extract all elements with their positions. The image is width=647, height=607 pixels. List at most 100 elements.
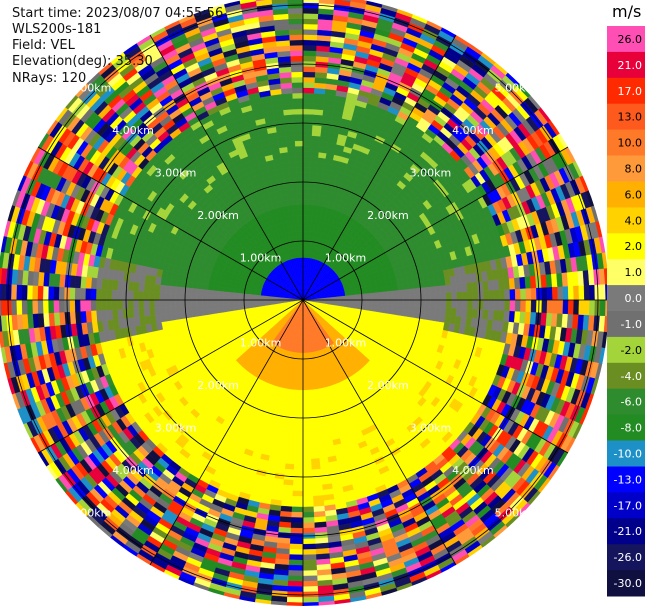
radar-gate bbox=[296, 172, 304, 179]
radar-gate bbox=[228, 295, 235, 301]
radar-gate bbox=[289, 50, 304, 57]
radar-gate bbox=[302, 82, 315, 89]
radar-gate bbox=[196, 294, 203, 301]
radar-gate bbox=[0, 299, 7, 317]
radar-gate bbox=[551, 286, 559, 301]
radar-gate bbox=[95, 299, 102, 312]
radar-gate bbox=[148, 307, 156, 317]
radar-gate bbox=[302, 151, 312, 158]
radar-gate bbox=[106, 309, 114, 321]
radar-gate bbox=[403, 288, 410, 295]
radar-gate bbox=[302, 39, 317, 46]
radar-gate bbox=[58, 286, 65, 301]
radar-gate bbox=[298, 209, 304, 216]
radar-gate bbox=[402, 283, 409, 290]
radar-gate bbox=[312, 108, 324, 116]
radar-gate bbox=[196, 305, 203, 312]
radar-gate bbox=[302, 225, 308, 232]
radar-gate bbox=[16, 299, 23, 316]
radar-gate bbox=[289, 55, 304, 62]
radar-gate bbox=[472, 290, 479, 301]
radar-gate bbox=[461, 291, 468, 301]
radar-gate bbox=[302, 188, 310, 195]
radar-gate bbox=[26, 285, 33, 301]
radar-gate bbox=[387, 290, 394, 296]
radar-gate bbox=[302, 129, 313, 136]
radar-gate bbox=[196, 299, 203, 306]
radar-gate bbox=[223, 287, 230, 293]
radar-gate bbox=[589, 284, 596, 301]
radar-gate bbox=[292, 103, 304, 110]
radar-gate bbox=[471, 281, 479, 292]
radar-gate bbox=[451, 291, 458, 301]
radar-gate bbox=[302, 167, 311, 173]
radar-gate bbox=[159, 284, 166, 294]
radar-gate bbox=[302, 87, 315, 94]
radar-gate bbox=[408, 293, 415, 301]
radar-gate bbox=[311, 119, 323, 126]
radar-gate bbox=[302, 0, 320, 4]
radar-gate bbox=[355, 296, 362, 301]
radar-gate bbox=[287, 7, 304, 14]
radar-gate bbox=[111, 279, 119, 291]
radar-gate bbox=[313, 98, 325, 105]
radar-gate bbox=[503, 278, 511, 290]
radar-gate bbox=[138, 291, 145, 301]
radar-gate bbox=[31, 285, 39, 301]
radar-gate bbox=[311, 124, 322, 132]
radar-gate bbox=[302, 119, 313, 126]
radar-gate bbox=[302, 193, 309, 200]
radar-gate bbox=[292, 108, 304, 115]
radar-gate bbox=[212, 304, 219, 310]
radar-gate bbox=[455, 283, 463, 293]
radar-gate bbox=[298, 220, 304, 227]
radar-gate bbox=[309, 172, 317, 179]
radar-gate bbox=[423, 279, 430, 288]
radar-gate bbox=[202, 309, 209, 317]
radar-gate bbox=[291, 82, 304, 89]
radar-gate bbox=[295, 167, 304, 173]
radar-gate bbox=[302, 23, 318, 30]
radar-gate bbox=[493, 289, 500, 301]
radar-gate bbox=[148, 299, 155, 309]
radar-gate bbox=[424, 293, 431, 301]
radar-gate bbox=[186, 281, 194, 289]
radar-gate bbox=[58, 299, 65, 314]
radar-gate bbox=[310, 145, 320, 153]
radar-gate bbox=[170, 306, 177, 315]
radar-gate bbox=[293, 129, 304, 136]
radar-gate bbox=[477, 280, 484, 292]
radar-gate bbox=[290, 66, 304, 73]
radar-gate bbox=[191, 288, 198, 295]
radar-gate bbox=[53, 286, 60, 301]
radar-gate bbox=[310, 220, 316, 227]
radar-gate bbox=[26, 299, 33, 315]
radar-gate bbox=[284, 183, 292, 191]
radar-gate bbox=[95, 310, 103, 322]
radar-gate bbox=[311, 215, 317, 222]
radar-gate bbox=[164, 299, 171, 308]
radar-gate bbox=[456, 291, 463, 301]
radar-gate bbox=[101, 278, 108, 290]
radar-gate bbox=[498, 278, 505, 290]
radar-gate bbox=[309, 161, 318, 169]
radar-gate bbox=[244, 296, 251, 301]
radar-gate bbox=[305, 241, 310, 248]
radar-gate bbox=[111, 309, 119, 321]
radar-gate bbox=[292, 198, 299, 206]
radar-gate bbox=[159, 292, 166, 301]
radar-gate bbox=[293, 209, 299, 216]
radar-gate bbox=[53, 299, 60, 314]
radar-gate bbox=[302, 209, 308, 216]
radar-gate bbox=[122, 308, 129, 320]
radar-gate bbox=[197, 310, 204, 317]
radar-gate bbox=[557, 286, 564, 301]
radar-gate bbox=[223, 291, 230, 297]
radar-gate bbox=[292, 204, 299, 211]
radar-gate bbox=[286, 140, 296, 148]
radar-gate bbox=[407, 282, 415, 290]
radar-gate bbox=[387, 295, 394, 301]
radar-gate bbox=[302, 145, 312, 152]
radar-gate bbox=[249, 296, 256, 301]
